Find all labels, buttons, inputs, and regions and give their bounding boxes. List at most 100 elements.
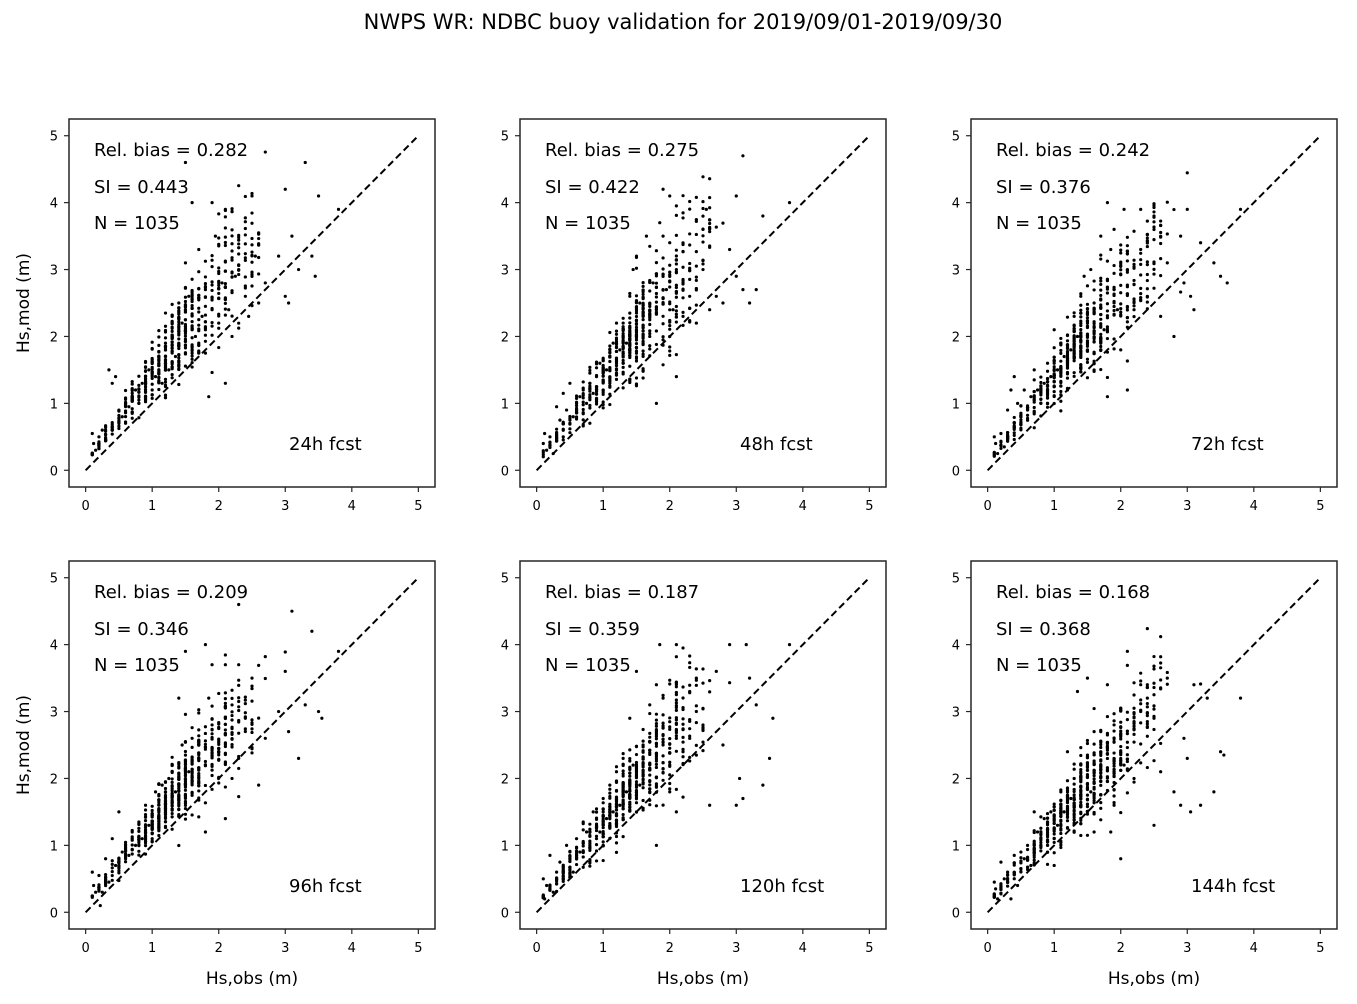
scatter-point [638, 301, 642, 305]
scatter-point [1145, 239, 1149, 243]
scatter-point [223, 307, 227, 311]
scatter-point [601, 807, 605, 811]
scatter-point [1092, 332, 1096, 336]
scatter-point [137, 826, 141, 830]
scatter-point [1105, 375, 1110, 380]
scatter-point [230, 314, 234, 318]
scatter-point [1119, 283, 1123, 287]
scatter-point [197, 351, 201, 355]
scatter-point [1012, 861, 1016, 865]
scatter-point [996, 451, 1000, 456]
scatter-point [694, 303, 698, 307]
scatter-point [150, 382, 154, 386]
scatter-point [661, 187, 665, 191]
scatter-point [203, 295, 208, 299]
scatter-point [608, 365, 612, 370]
scatter-point [688, 243, 692, 247]
scatter-point [203, 275, 208, 279]
scatter-point [641, 342, 645, 347]
scatter-point [588, 846, 592, 851]
scatter-point [561, 420, 565, 424]
scatter-point [1159, 235, 1163, 239]
scatter-point [117, 413, 121, 418]
scatter-point [694, 753, 698, 757]
scatter-point [668, 320, 672, 324]
scatter-point [150, 837, 154, 841]
scatter-point [210, 333, 214, 337]
scatter-point [243, 194, 247, 199]
scatter-point [628, 779, 632, 783]
scatter-point [1132, 282, 1136, 287]
scatter-point [133, 388, 138, 392]
scatter-point [1039, 826, 1043, 830]
scatter-point [157, 387, 161, 392]
scatter-point [177, 344, 181, 348]
scatter-point [130, 410, 134, 414]
scatter-point [137, 822, 141, 827]
scatter-point [614, 332, 619, 336]
scatter-point [651, 281, 655, 285]
y-tick-label: 0 [50, 464, 58, 479]
scatter-point [1052, 819, 1056, 823]
scatter-point [714, 294, 718, 298]
scatter-point [1132, 712, 1136, 716]
scatter-point [1145, 300, 1149, 304]
scatter-point [1045, 835, 1050, 839]
scatter-point [197, 753, 201, 757]
scatter-point [1085, 302, 1090, 306]
scatter-point [1165, 261, 1169, 265]
scatter-point [117, 810, 121, 814]
scatter-point [668, 742, 672, 746]
scatter-point [1065, 794, 1070, 798]
scatter-point [183, 779, 188, 783]
scatter-point [1139, 296, 1143, 300]
scatter-point [137, 401, 141, 405]
scatter-point [634, 346, 639, 350]
scatter-point [230, 743, 234, 747]
scatter-point [237, 699, 241, 704]
scatter-point [581, 388, 585, 392]
scatter-point [1025, 413, 1030, 417]
scatter-point [648, 735, 652, 739]
scatter-point [1072, 356, 1076, 361]
scatter-point [1099, 806, 1103, 810]
scatter-point [163, 780, 168, 784]
scatter-point [1145, 219, 1149, 223]
scatter-point [1099, 742, 1103, 747]
scatter-point [581, 392, 585, 396]
scatter-point [614, 368, 619, 372]
y-tick-label: 3 [952, 264, 960, 279]
scatter-point [150, 388, 154, 392]
scatter-point [203, 745, 208, 749]
scatter-point [628, 294, 632, 298]
scatter-point [999, 439, 1003, 443]
scatter-point [668, 725, 672, 729]
scatter-point [183, 339, 188, 344]
scatter-point [674, 315, 678, 319]
scatter-point [543, 431, 547, 436]
scatter-point [694, 264, 698, 268]
stat-si: SI = 0.368 [996, 619, 1091, 640]
scatter-point [263, 281, 267, 285]
scatter-point [1079, 784, 1083, 788]
scatter-point [594, 397, 599, 401]
scatter-point [237, 321, 241, 325]
scatter-point [1152, 260, 1156, 264]
scatter-point [681, 727, 685, 731]
scatter-point [621, 774, 625, 778]
scatter-point [1139, 251, 1143, 255]
scatter-point [1092, 810, 1096, 815]
scatter-point [674, 810, 678, 814]
scatter-point [701, 206, 705, 211]
scatter-point [230, 776, 234, 781]
scatter-point [1099, 253, 1103, 257]
scatter-point [1152, 707, 1156, 711]
scatter-point [1132, 308, 1136, 312]
scatter-point [654, 712, 659, 716]
scatter-point [1045, 389, 1050, 393]
scatter-point [203, 328, 208, 332]
scatter-point [571, 415, 575, 419]
scatter-point [1019, 867, 1023, 871]
scatter-point [1065, 826, 1070, 830]
scatter-point [1059, 366, 1063, 370]
